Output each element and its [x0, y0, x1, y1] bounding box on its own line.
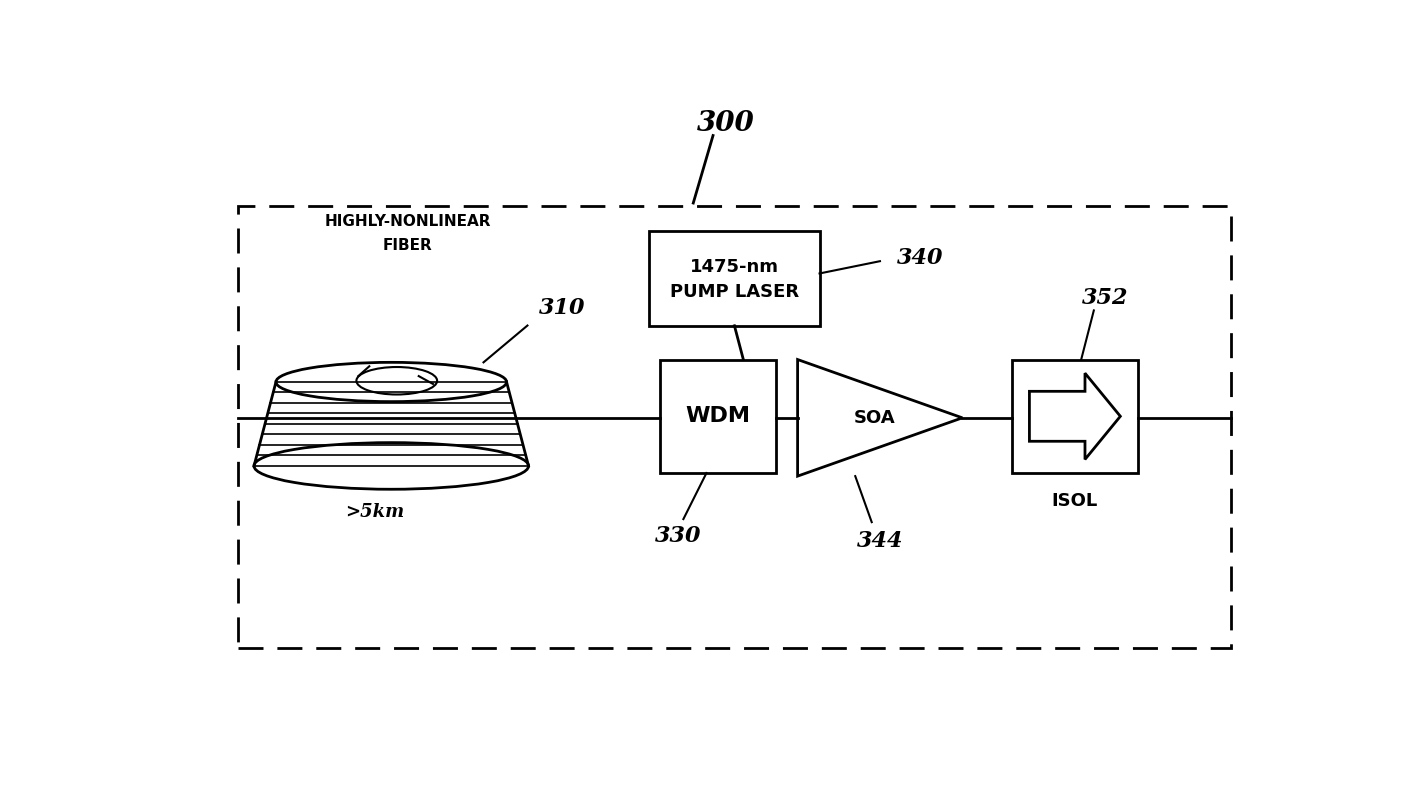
- Bar: [1012, 359, 1138, 473]
- Text: 344: 344: [857, 529, 904, 552]
- Text: 300: 300: [697, 110, 755, 137]
- Text: HIGHLY-NONLINEAR: HIGHLY-NONLINEAR: [324, 214, 492, 229]
- Bar: [649, 230, 819, 326]
- Ellipse shape: [357, 367, 436, 395]
- Text: WDM: WDM: [686, 406, 751, 426]
- Ellipse shape: [276, 363, 507, 402]
- Text: 352: 352: [1081, 287, 1128, 309]
- Text: 340: 340: [897, 247, 942, 269]
- Text: PUMP LASER: PUMP LASER: [670, 283, 799, 300]
- Ellipse shape: [254, 442, 529, 489]
- Bar: [238, 206, 1231, 648]
- Text: 330: 330: [655, 525, 701, 548]
- Text: >5km: >5km: [346, 503, 404, 521]
- Text: FIBER: FIBER: [383, 238, 432, 253]
- Text: 1475-nm: 1475-nm: [690, 258, 779, 277]
- Bar: [660, 359, 775, 473]
- Text: 310: 310: [538, 297, 585, 320]
- Polygon shape: [798, 359, 962, 476]
- Text: ISOL: ISOL: [1051, 492, 1098, 509]
- Text: SOA: SOA: [853, 409, 896, 427]
